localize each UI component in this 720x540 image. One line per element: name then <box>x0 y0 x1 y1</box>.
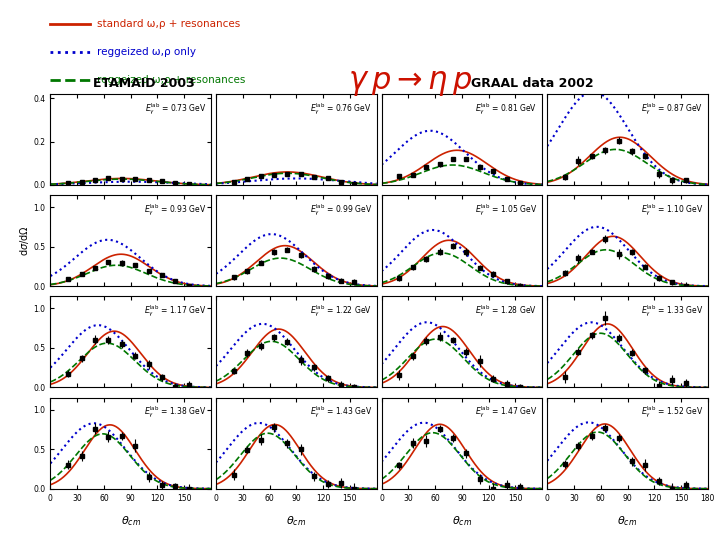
Text: $E_\gamma^{\rm lab}$ = 1.17 GeV: $E_\gamma^{\rm lab}$ = 1.17 GeV <box>144 303 206 319</box>
Text: GRAAL data 2002: GRAAL data 2002 <box>472 77 594 90</box>
Text: reggeized ω,ρ + resonances: reggeized ω,ρ + resonances <box>97 76 246 85</box>
Text: $E_\gamma^{\rm lab}$ = 1.47 GeV: $E_\gamma^{\rm lab}$ = 1.47 GeV <box>475 405 537 421</box>
Text: $E_\gamma^{\rm lab}$ = 0.76 GeV: $E_\gamma^{\rm lab}$ = 0.76 GeV <box>310 101 372 117</box>
Text: ETAMAID 2003: ETAMAID 2003 <box>93 77 195 90</box>
Text: $E_\gamma^{\rm lab}$ = 1.05 GeV: $E_\gamma^{\rm lab}$ = 1.05 GeV <box>475 202 537 218</box>
Text: $E_\gamma^{\rm lab}$ = 1.52 GeV: $E_\gamma^{\rm lab}$ = 1.52 GeV <box>641 405 703 421</box>
Text: reggeized ω,ρ only: reggeized ω,ρ only <box>97 48 196 57</box>
Text: $\theta_{cm}$: $\theta_{cm}$ <box>452 515 472 529</box>
Text: $\gamma\, p \rightarrow \eta\, p$: $\gamma\, p \rightarrow \eta\, p$ <box>348 69 472 98</box>
Text: $E_\gamma^{\rm lab}$ = 1.10 GeV: $E_\gamma^{\rm lab}$ = 1.10 GeV <box>641 202 703 218</box>
Text: $E_\gamma^{\rm lab}$ = 0.87 GeV: $E_\gamma^{\rm lab}$ = 0.87 GeV <box>641 101 703 117</box>
Text: $E_\gamma^{\rm lab}$ = 1.28 GeV: $E_\gamma^{\rm lab}$ = 1.28 GeV <box>475 303 537 319</box>
Text: $E_\gamma^{\rm lab}$ = 0.81 GeV: $E_\gamma^{\rm lab}$ = 0.81 GeV <box>475 101 537 117</box>
Text: $E_\gamma^{\rm lab}$ = 0.99 GeV: $E_\gamma^{\rm lab}$ = 0.99 GeV <box>310 202 372 218</box>
Text: $E_\gamma^{\rm lab}$ = 0.73 GeV: $E_\gamma^{\rm lab}$ = 0.73 GeV <box>145 101 206 117</box>
Text: $\theta_{cm}$: $\theta_{cm}$ <box>287 515 307 529</box>
Y-axis label: d$\sigma$/d$\Omega$: d$\sigma$/d$\Omega$ <box>17 225 31 256</box>
Text: standard ω,ρ + resonances: standard ω,ρ + resonances <box>97 19 240 29</box>
Text: $\theta_{cm}$: $\theta_{cm}$ <box>121 515 141 529</box>
Text: $E_\gamma^{\rm lab}$ = 1.38 GeV: $E_\gamma^{\rm lab}$ = 1.38 GeV <box>144 405 206 421</box>
Text: $\theta_{cm}$: $\theta_{cm}$ <box>618 515 638 529</box>
Text: $E_\gamma^{\rm lab}$ = 1.43 GeV: $E_\gamma^{\rm lab}$ = 1.43 GeV <box>310 405 372 421</box>
Text: $E_\gamma^{\rm lab}$ = 0.93 GeV: $E_\gamma^{\rm lab}$ = 0.93 GeV <box>144 202 206 218</box>
Text: $E_\gamma^{\rm lab}$ = 1.33 GeV: $E_\gamma^{\rm lab}$ = 1.33 GeV <box>641 303 703 319</box>
Text: $E_\gamma^{\rm lab}$ = 1.22 GeV: $E_\gamma^{\rm lab}$ = 1.22 GeV <box>310 303 372 319</box>
